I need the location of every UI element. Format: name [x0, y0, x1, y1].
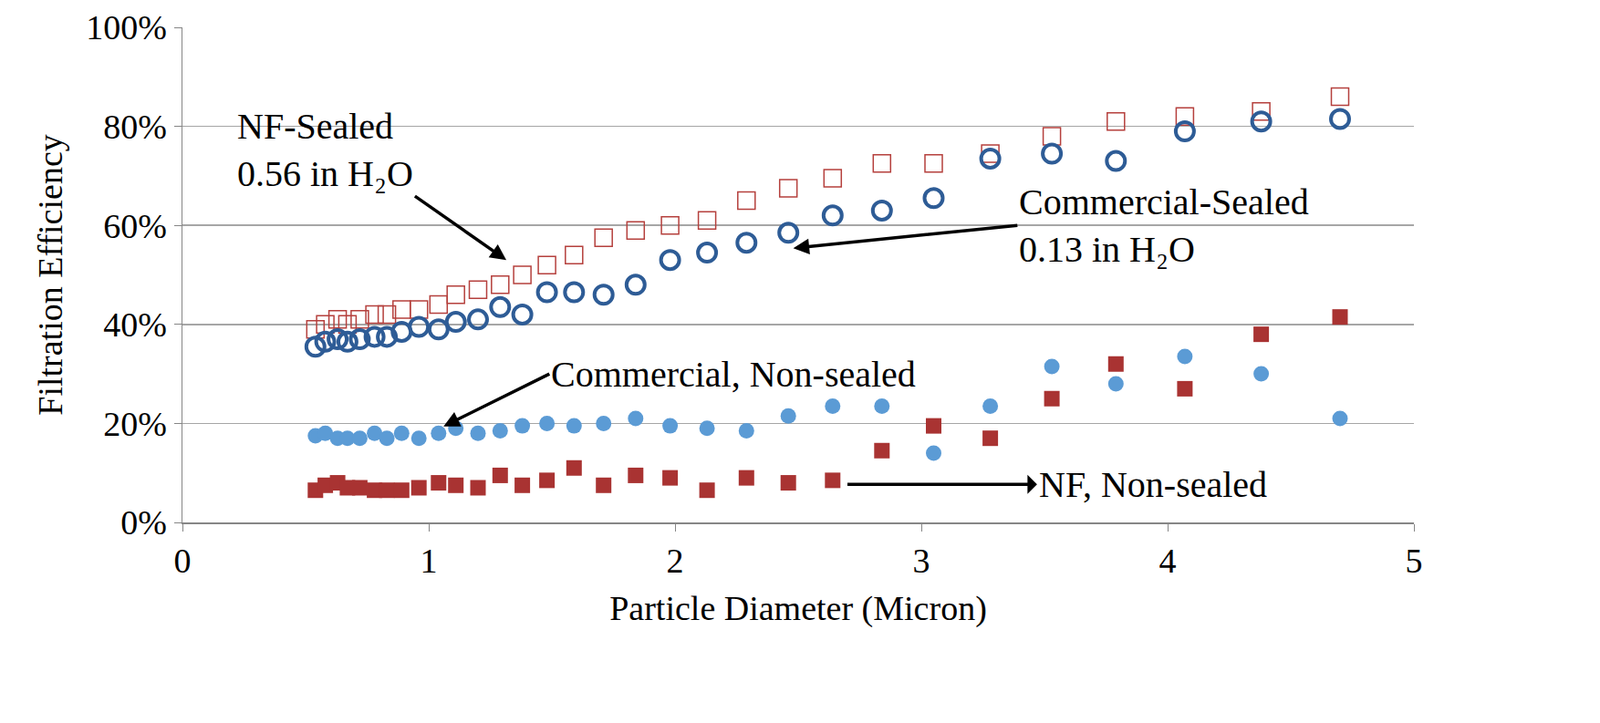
svg-text:NF-Sealed0.56 in H₂O: NF-Sealed0.56 in H₂O	[237, 105, 414, 195]
svg-text:0%: 0%	[120, 503, 167, 542]
svg-text:NF, Non-sealed: NF, Non-sealed	[1038, 464, 1268, 506]
svg-text:Particle Diameter (Micron): Particle Diameter (Micron)	[609, 589, 988, 629]
svg-text:60%: 60%	[103, 207, 167, 246]
svg-text:Filtration Efficiency: Filtration Efficiency	[31, 134, 70, 416]
svg-text:Commercial, Non-sealed: Commercial, Non-sealed	[550, 353, 916, 395]
svg-text:0: 0	[174, 541, 192, 581]
svg-text:3: 3	[913, 541, 931, 581]
svg-text:40%: 40%	[103, 305, 167, 344]
svg-text:5: 5	[1405, 541, 1424, 581]
svg-text:1: 1	[420, 541, 438, 581]
svg-text:80%: 80%	[103, 107, 167, 146]
svg-text:4: 4	[1159, 541, 1177, 581]
svg-text:100%: 100%	[85, 8, 167, 47]
svg-text:2: 2	[666, 541, 685, 581]
svg-text:Commercial-Sealed0.13 in H₂O: Commercial-Sealed0.13 in H₂O	[1018, 181, 1310, 271]
svg-text:20%: 20%	[103, 405, 167, 444]
